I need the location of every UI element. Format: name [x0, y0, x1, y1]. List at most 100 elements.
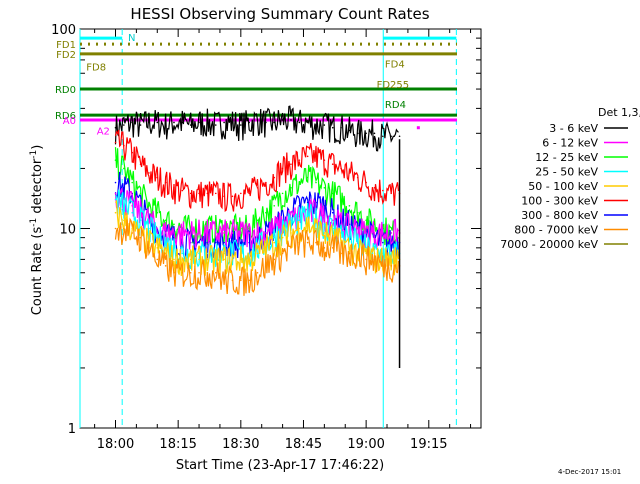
- data-point: [206, 121, 209, 124]
- data-point: [123, 144, 125, 147]
- data-point: [356, 211, 359, 214]
- data-point: [340, 198, 342, 201]
- data-point: [256, 252, 259, 255]
- y-tick-label: 100: [51, 23, 76, 38]
- data-point: [181, 189, 184, 192]
- x-axis-label: Start Time (23-Apr-17 17:46:22): [176, 458, 384, 473]
- data-point: [323, 186, 326, 189]
- data-point: [256, 271, 259, 274]
- x-tick-label: 18:45: [285, 437, 322, 452]
- data-point: [340, 126, 342, 129]
- data-point: [298, 241, 301, 244]
- data-point: [290, 247, 292, 249]
- data-point: [173, 247, 175, 249]
- legend-label: 12 - 25 keV: [535, 151, 598, 164]
- data-point: [306, 176, 309, 179]
- data-point: [198, 258, 200, 261]
- legend-label: 7000 - 20000 keV: [500, 238, 598, 251]
- data-point: [198, 252, 200, 255]
- data-point: [231, 258, 234, 261]
- data-point: [306, 155, 309, 158]
- data-point: [290, 119, 292, 121]
- y-tick-label: 10: [59, 223, 76, 238]
- data-point: [373, 132, 376, 135]
- data-point: [365, 232, 367, 234]
- data-point: [198, 271, 200, 274]
- data-point: [223, 195, 225, 198]
- data-point: [323, 159, 326, 161]
- legend-label: 50 - 100 keV: [528, 180, 598, 193]
- data-point: [114, 141, 117, 144]
- data-point: [240, 124, 242, 126]
- data-point: [348, 172, 351, 174]
- data-point: [298, 215, 301, 218]
- data-point: [123, 227, 125, 230]
- flag-inner-label: FD255: [377, 80, 410, 91]
- data-point: [365, 181, 367, 184]
- data-point: [114, 198, 117, 201]
- y-tick-label: 1: [68, 422, 76, 437]
- footer-date: 4-Dec-2017 15:01: [558, 468, 621, 476]
- legend-label: 3 - 6 keV: [549, 122, 598, 135]
- flag-label: RD0: [55, 85, 76, 96]
- data-point: [148, 172, 150, 174]
- data-point: [348, 247, 351, 249]
- data-point: [248, 232, 250, 234]
- data-point: [206, 192, 209, 195]
- data-point: [265, 265, 267, 267]
- data-point: [139, 219, 142, 222]
- data-point: [131, 204, 134, 207]
- data-point: [131, 181, 134, 184]
- data-point: [173, 223, 175, 226]
- data-point: [265, 247, 267, 249]
- data-point: [223, 232, 225, 234]
- flag-label: FD1: [56, 40, 76, 51]
- data-point: [114, 192, 117, 195]
- data-point: [323, 215, 326, 218]
- series-line: [114, 129, 400, 213]
- data-point: [331, 192, 334, 195]
- data-point: [123, 219, 125, 222]
- data-point: [148, 227, 150, 230]
- data-point: [231, 241, 234, 244]
- data-point: [356, 132, 359, 135]
- data-point: [281, 236, 284, 239]
- data-point: [356, 176, 359, 179]
- data-point: [373, 232, 376, 234]
- data-point: [273, 176, 276, 179]
- data-point: [214, 192, 217, 195]
- chart-title: HESSI Observing Summary Count Rates: [130, 5, 429, 23]
- data-point: [281, 119, 284, 121]
- data-point: [315, 155, 317, 158]
- data-point: [382, 232, 384, 234]
- data-point: [290, 163, 292, 166]
- data-point: [315, 124, 317, 126]
- data-point: [181, 252, 184, 255]
- data-point: [189, 271, 192, 274]
- data-point: [315, 241, 317, 244]
- data-point: [382, 241, 384, 244]
- data-point: [148, 204, 150, 207]
- y-axis-label-sup: -1: [29, 218, 39, 227]
- data-point: [290, 186, 292, 189]
- data-point: [356, 241, 359, 244]
- data-point: [298, 219, 301, 222]
- data-point: [156, 211, 159, 214]
- series-line: [114, 105, 399, 152]
- legend-label: 6 - 12 keV: [542, 137, 598, 150]
- data-point: [164, 181, 167, 184]
- data-point: [156, 258, 159, 261]
- x-tick-label: 19:15: [410, 437, 447, 452]
- data-point: [181, 271, 184, 274]
- night-label: N: [128, 33, 135, 44]
- data-point: [139, 163, 142, 166]
- flag-inner-label: A2: [97, 126, 110, 137]
- data-point: [390, 192, 392, 195]
- x-tick-label: 18:30: [222, 437, 259, 452]
- data-point: [189, 192, 192, 195]
- data-point: [323, 232, 326, 234]
- attenuator-dot: [416, 126, 420, 130]
- data-point: [265, 232, 267, 234]
- data-point: [273, 258, 276, 261]
